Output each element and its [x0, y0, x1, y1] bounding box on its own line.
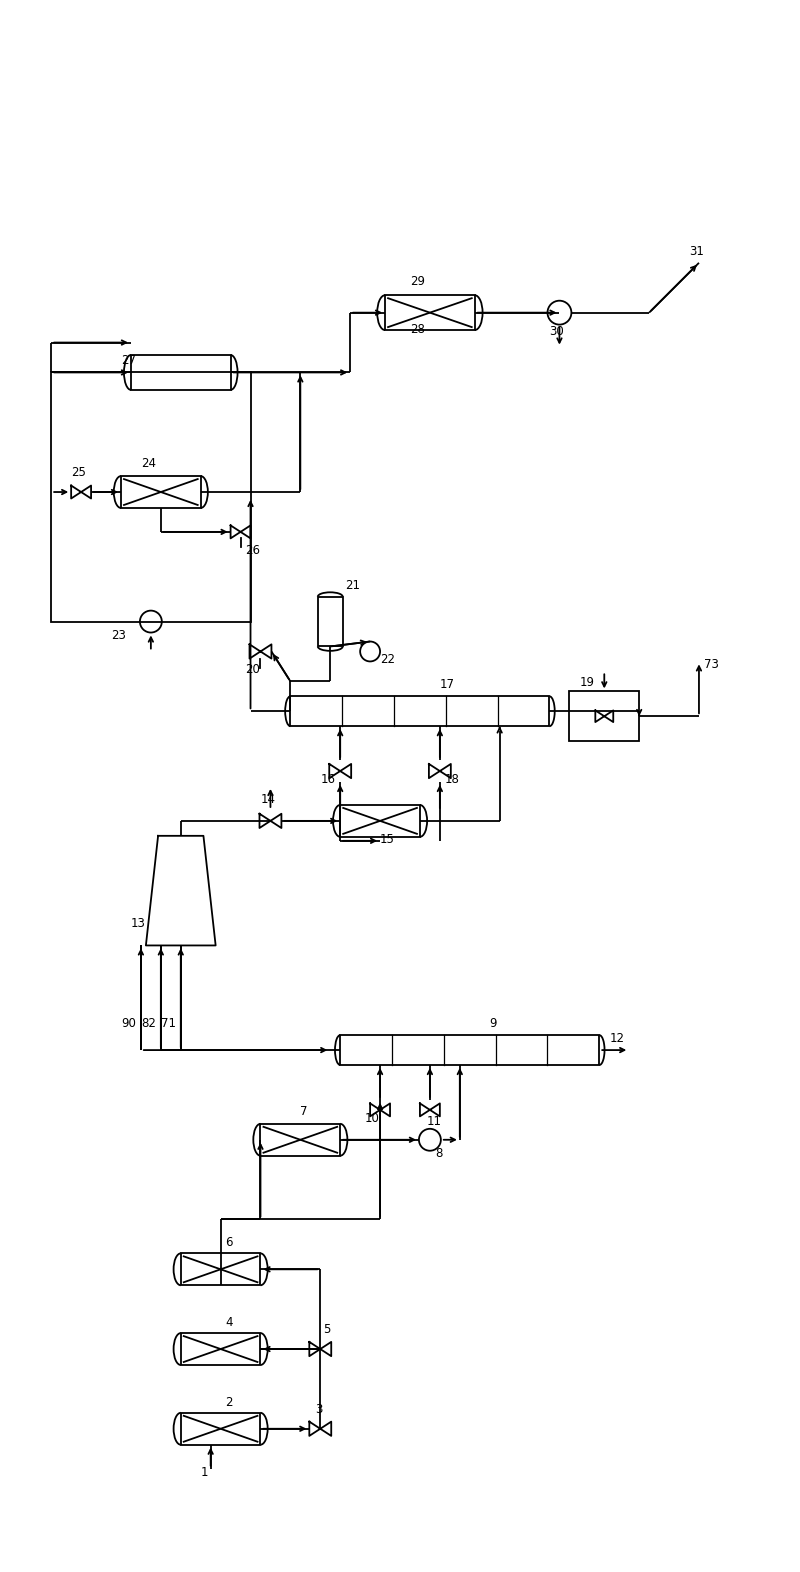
Text: 3: 3: [315, 1402, 322, 1416]
Text: 10: 10: [365, 1111, 380, 1126]
Bar: [290, 696, 550, 726]
Text: 14: 14: [261, 792, 275, 806]
Text: 22: 22: [380, 654, 395, 667]
Text: 28: 28: [410, 322, 425, 335]
Text: 18: 18: [445, 773, 460, 786]
Bar: [261, 1124, 340, 1155]
Bar: [51, 373, 250, 621]
Text: 12: 12: [610, 1033, 624, 1045]
Bar: [131, 355, 230, 390]
Text: 31: 31: [689, 245, 704, 258]
Text: 1: 1: [201, 1465, 208, 1479]
Text: 20: 20: [246, 663, 261, 676]
Text: 27: 27: [121, 354, 136, 368]
Bar: [385, 296, 474, 330]
Text: 17: 17: [440, 679, 455, 692]
Text: 7: 7: [300, 1105, 308, 1118]
Text: 90: 90: [121, 1017, 136, 1030]
Bar: [570, 692, 639, 740]
Text: 5: 5: [323, 1324, 330, 1336]
Text: 8: 8: [435, 1146, 442, 1160]
Text: 23: 23: [111, 629, 126, 641]
Text: 16: 16: [320, 773, 335, 786]
Bar: [340, 1034, 599, 1064]
Bar: [318, 597, 342, 646]
Text: 4: 4: [226, 1316, 233, 1328]
Bar: [181, 1333, 261, 1364]
Text: 82: 82: [141, 1017, 156, 1030]
Text: 73: 73: [704, 659, 719, 671]
Text: 26: 26: [246, 544, 261, 556]
Text: 2: 2: [226, 1396, 233, 1409]
Text: 29: 29: [410, 275, 425, 288]
Text: 6: 6: [226, 1237, 233, 1250]
Text: 30: 30: [550, 324, 564, 338]
Text: 25: 25: [71, 465, 86, 479]
Text: 24: 24: [141, 457, 156, 470]
Bar: [181, 1253, 261, 1286]
Text: 19: 19: [579, 676, 594, 690]
Text: 15: 15: [380, 833, 395, 846]
Bar: [121, 476, 201, 508]
Text: 21: 21: [345, 578, 360, 591]
Bar: [181, 1413, 261, 1445]
Text: 71: 71: [161, 1017, 176, 1030]
Text: 9: 9: [490, 1017, 497, 1030]
Bar: [340, 805, 420, 836]
Text: 11: 11: [427, 1115, 442, 1127]
Text: 13: 13: [131, 918, 146, 931]
